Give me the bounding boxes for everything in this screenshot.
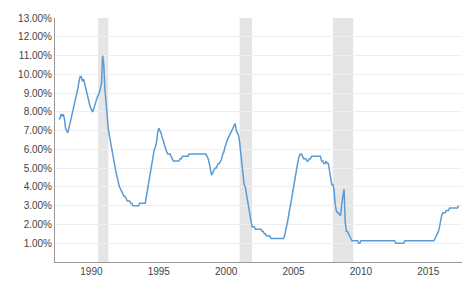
svg-text:1995: 1995 xyxy=(148,266,171,277)
svg-text:1.00%: 1.00% xyxy=(24,238,52,249)
svg-text:4.00%: 4.00% xyxy=(24,181,52,192)
svg-text:11.00%: 11.00% xyxy=(19,50,52,61)
svg-text:2000: 2000 xyxy=(215,266,238,277)
svg-text:13.00%: 13.00% xyxy=(18,13,52,24)
svg-text:1990: 1990 xyxy=(80,266,103,277)
svg-text:2005: 2005 xyxy=(282,266,305,277)
svg-text:3.00%: 3.00% xyxy=(24,200,52,211)
svg-text:8.00%: 8.00% xyxy=(24,106,52,117)
svg-text:2.00%: 2.00% xyxy=(24,219,52,230)
svg-text:7.00%: 7.00% xyxy=(24,125,52,136)
svg-text:6.00%: 6.00% xyxy=(24,144,52,155)
svg-text:5.00%: 5.00% xyxy=(24,163,52,174)
svg-text:10.00%: 10.00% xyxy=(18,69,52,80)
svg-text:9.00%: 9.00% xyxy=(24,88,52,99)
svg-text:2015: 2015 xyxy=(417,266,440,277)
svg-text:2010: 2010 xyxy=(350,266,373,277)
svg-text:12.00%: 12.00% xyxy=(18,31,52,42)
